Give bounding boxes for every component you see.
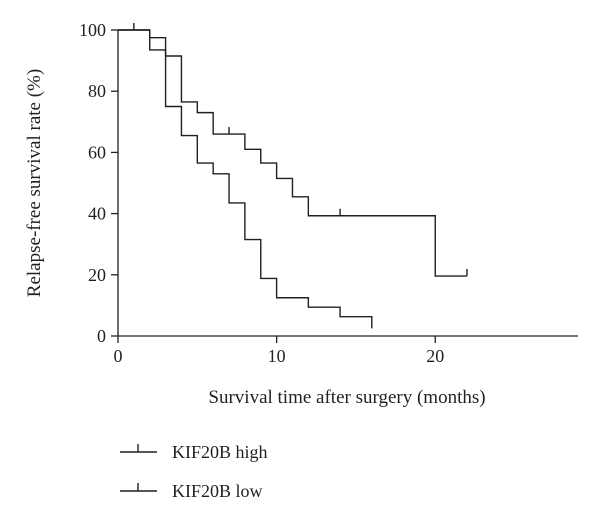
y-tick-label: 0 — [97, 326, 106, 346]
legend: KIF20B high KIF20B low — [120, 442, 268, 501]
y-tick-label: 40 — [88, 204, 106, 224]
x-axis-label: Survival time after surgery (months) — [208, 387, 485, 408]
y-tick-label: 20 — [88, 265, 106, 285]
y-axis-label: Relapse-free survival rate (%) — [24, 69, 45, 297]
legend-label-kif20b-low: KIF20B low — [172, 481, 263, 501]
survival-curve-kif20b-high — [118, 29, 467, 277]
curves — [118, 23, 468, 329]
y-tick-label: 100 — [79, 20, 106, 40]
x-tick-label: 10 — [268, 346, 286, 366]
legend-label-kif20b-high: KIF20B high — [172, 442, 268, 462]
survival-curve-kif20b-low — [118, 29, 373, 329]
axes: 0 20 40 60 80 100 0 10 20 — [79, 20, 578, 366]
x-tick-label: 0 — [114, 346, 123, 366]
x-tick-label: 20 — [426, 346, 444, 366]
y-tick-label: 80 — [88, 81, 106, 101]
y-tick-label: 60 — [88, 142, 106, 162]
